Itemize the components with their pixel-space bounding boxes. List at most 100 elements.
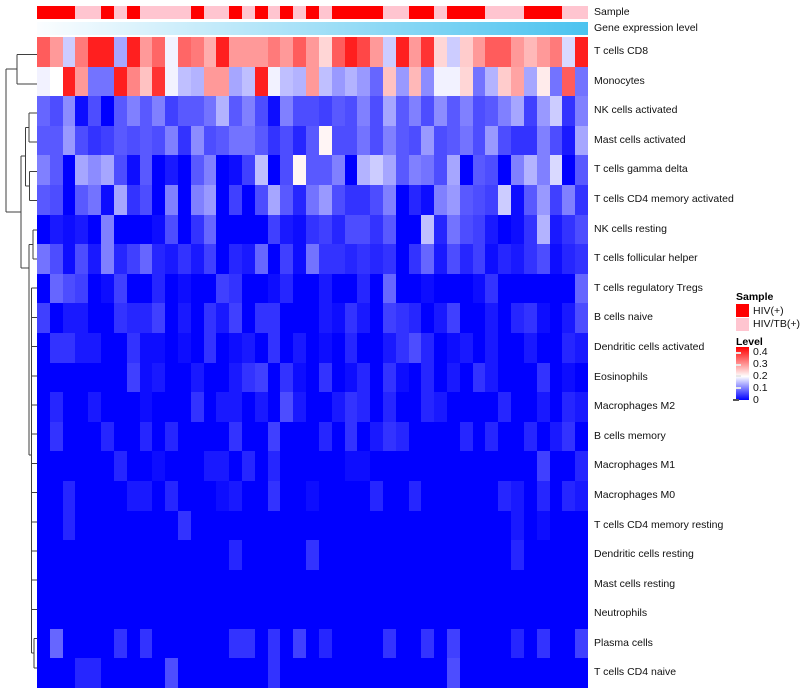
heatmap-cell [575,628,588,659]
heatmap-cell [575,599,588,629]
heatmap-row [37,66,588,97]
heatmap-cell [37,480,50,511]
heatmap-cell [370,244,383,274]
heatmap-cell [434,273,447,304]
heatmap-cell [190,96,204,126]
heatmap-cell [126,658,140,689]
heatmap-row [37,96,588,126]
heatmap-cell [331,628,345,659]
heatmap-cell [216,273,230,304]
heatmap-cell [459,628,473,659]
heatmap-cell [498,421,512,452]
heatmap-cell [203,599,217,629]
heatmap-cell [421,658,435,689]
colorbar-tick [736,375,741,378]
level-colorbar-wrap: 0.4 0.3 0.2 0.1 0 [733,347,800,407]
heatmap-cell [165,125,178,156]
heatmap-cell [498,510,512,541]
heatmap-cell [357,451,371,481]
heatmap-cell [101,66,114,97]
heatmap-cell [177,451,191,481]
heatmap-cell [357,510,371,541]
heatmap-cell [267,303,281,333]
heatmap-cell [459,273,473,304]
heatmap-row [37,599,588,629]
legend-item-hivtb: HIV/TB(+) [736,317,800,332]
heatmap-cell [382,599,396,629]
heatmap-cell [49,96,63,126]
heatmap-cell [549,273,563,304]
heatmap-cell [190,569,204,600]
heatmap-cell [229,451,242,481]
heatmap-cell [280,66,294,97]
heatmap-cell [485,658,499,689]
heatmap-cell [254,658,268,689]
heatmap-cell [472,303,486,333]
heatmap-cell [190,480,204,511]
heatmap-cell [62,599,76,629]
heatmap-cell [408,569,422,600]
heatmap-cell [267,510,281,541]
heatmap-cell [126,303,140,333]
heatmap-cell [472,184,486,215]
heatmap-cell [575,451,588,481]
heatmap-cell [254,421,268,452]
heatmap-cell [152,569,166,600]
heatmap-cell [229,628,242,659]
heatmap-cell [101,628,114,659]
heatmap-cell [152,540,166,570]
heatmap-cell [280,155,294,185]
heatmap-cell [523,362,537,393]
heatmap-cell [113,66,127,97]
heatmap-cell [536,599,550,629]
heatmap-cell [293,510,307,541]
heatmap-cell [575,421,588,452]
heatmap-cell [408,510,422,541]
heatmap-cell [254,125,268,156]
heatmap-cell [459,569,473,600]
heatmap-cell [549,214,563,245]
heatmap-cell [485,273,499,304]
heatmap-cell [357,37,371,67]
heatmap-cell [242,540,255,570]
sample-annotation-cell [139,5,153,19]
heatmap-cell [37,37,50,67]
heatmap-cell [62,96,76,126]
heatmap-cell [331,362,345,393]
heatmap-cell [165,244,178,274]
row-label: Mast cells resting [594,577,676,590]
heatmap-cell [254,66,268,97]
heatmap-cell [498,273,512,304]
heatmap-cell [434,628,447,659]
heatmap-cell [62,421,76,452]
heatmap-cell [344,66,358,97]
heatmap-cell [562,66,576,97]
heatmap-cell [331,214,345,245]
heatmap-cell [152,658,166,689]
heatmap-cell [280,37,294,67]
heatmap-cell [331,480,345,511]
heatmap-cell [485,421,499,452]
heatmap-cell [318,37,332,67]
heatmap-cell [190,392,204,422]
heatmap-cell [549,451,563,481]
heatmap-cell [536,362,550,393]
heatmap-cell [88,362,102,393]
heatmap-row [37,540,588,570]
sample-annotation-cell [113,5,127,19]
heatmap-cell [254,155,268,185]
heatmap-cell [344,540,358,570]
sample-annotation-cell [485,5,499,19]
heatmap-cell [472,421,486,452]
heatmap-cell [408,214,422,245]
heatmap-cell [382,628,396,659]
heatmap-cell [331,184,345,215]
sample-annotation-cell [395,5,409,19]
heatmap-cell [370,569,383,600]
heatmap-cell [485,480,499,511]
heatmap-cell [408,540,422,570]
heatmap-cell [101,37,114,67]
heatmap-cell [62,540,76,570]
heatmap-cell [126,214,140,245]
heatmap-cell [62,332,76,363]
